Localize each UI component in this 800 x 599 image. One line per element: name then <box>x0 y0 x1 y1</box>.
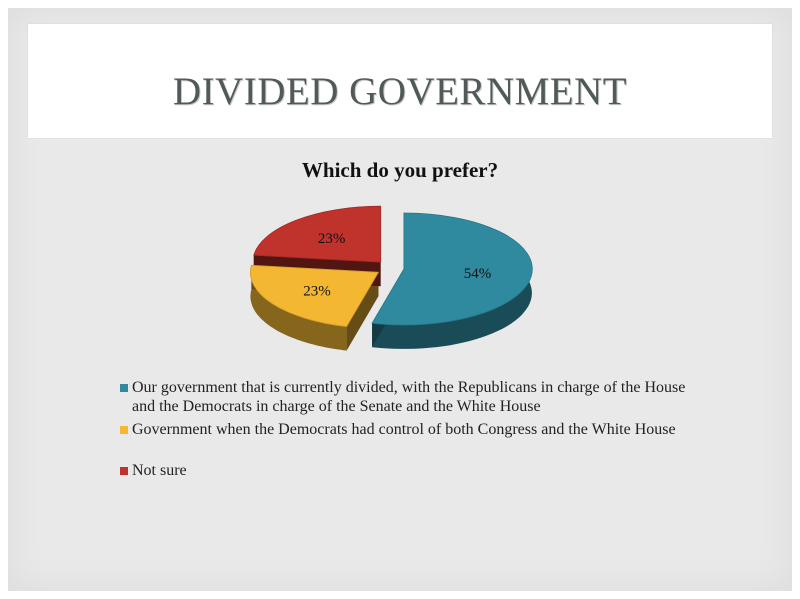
legend-label-democrats: Government when the Democrats had contro… <box>132 421 676 438</box>
pie-slice-not-sure <box>253 205 382 263</box>
slide-title: DIVIDED GOVERNMENT <box>172 70 628 113</box>
legend-item-divided: Our government that is currently divided… <box>120 378 700 416</box>
legend-label-divided: Our government that is currently divided… <box>132 379 686 415</box>
pie-slice-democrats <box>250 264 380 328</box>
legend-swatch-democrats <box>120 426 128 434</box>
pie-label-divided: 54% <box>464 266 492 282</box>
pie-slice-divided <box>371 212 533 326</box>
slide: DIVIDED GOVERNMENT <box>8 8 792 591</box>
legend-label-not-sure: Not sure <box>132 462 187 479</box>
legend-swatch-not-sure <box>120 467 128 475</box>
legend-swatch-divided <box>120 384 128 392</box>
pie-wall-democrats <box>250 265 347 351</box>
title-box: DIVIDED GOVERNMENT <box>28 24 772 138</box>
pie-label-democrats: 23% <box>303 284 331 300</box>
chart-title: Which do you prefer? <box>301 158 499 182</box>
legend-item-not-sure: Not sure <box>120 461 700 480</box>
chart-legend: Our government that is currently divided… <box>120 378 700 484</box>
pie-label-not-sure: 23% <box>318 231 346 247</box>
legend-item-democrats: Government when the Democrats had contro… <box>120 420 700 439</box>
